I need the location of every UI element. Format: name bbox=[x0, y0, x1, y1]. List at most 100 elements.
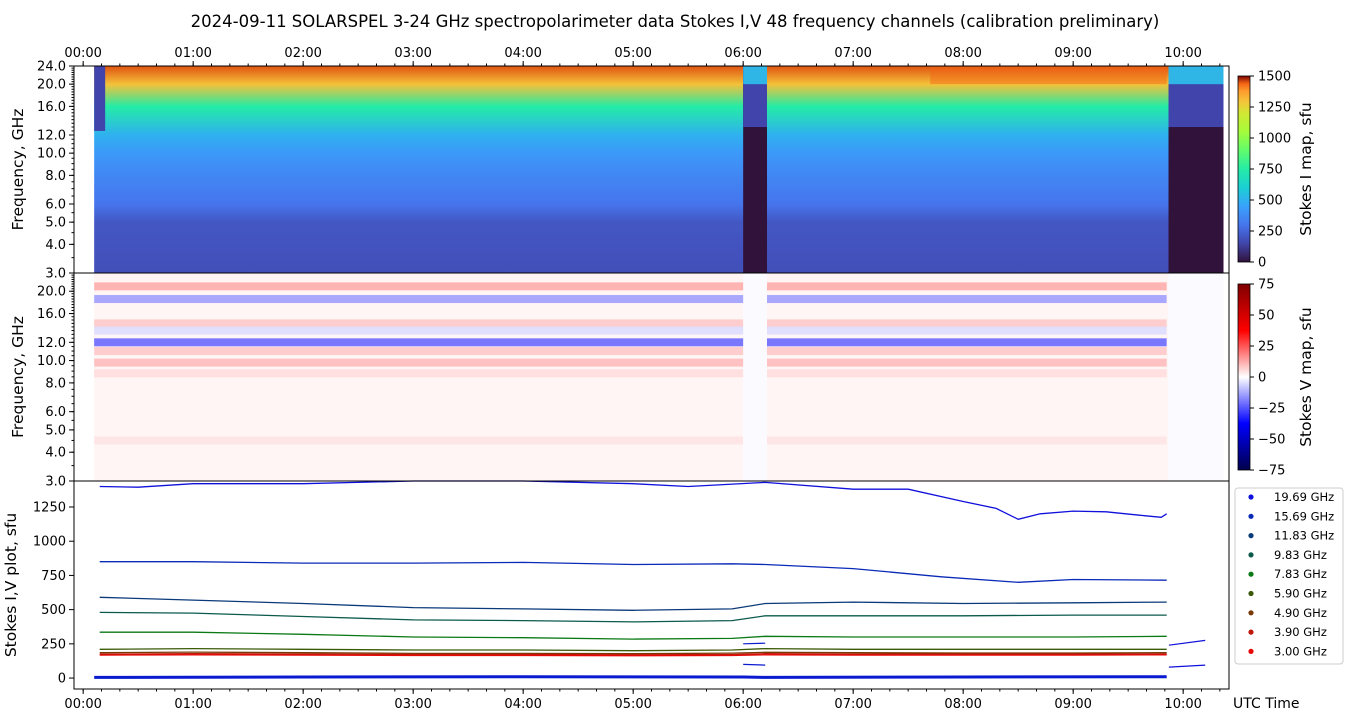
plot-ylabel: Stokes I,V plot, sfu bbox=[2, 513, 20, 657]
stokes-v-band-8 bbox=[94, 436, 1167, 445]
bottom-xtick-label: 09:00 bbox=[1054, 697, 1091, 712]
stokes-v-cb-tick-label: 50 bbox=[1258, 309, 1275, 324]
stokes-i-ytick-label: 6.0 bbox=[45, 198, 66, 213]
series-line-4 bbox=[99, 631, 1167, 640]
top-xtick-label: 08:00 bbox=[944, 46, 981, 61]
stokes-v-cb-label: Stokes V map, sfu bbox=[1297, 307, 1315, 447]
legend-marker-6 bbox=[1248, 610, 1254, 616]
legend-marker-5 bbox=[1248, 590, 1254, 597]
segment-low-1 bbox=[1168, 664, 1206, 668]
stokes-i-ytick-label: 20.0 bbox=[37, 78, 66, 93]
legend-marker-7 bbox=[1248, 629, 1254, 635]
stokes-v-band-0 bbox=[94, 282, 1167, 291]
stokes-v-ytick-label: 4.0 bbox=[45, 446, 66, 461]
stokes-i-cb-tick-label: 750 bbox=[1258, 163, 1283, 178]
stokes-i-ytick-label: 4.0 bbox=[45, 238, 66, 253]
legend-marker-1 bbox=[1248, 513, 1254, 519]
legend-marker-4 bbox=[1248, 571, 1254, 577]
stokes-v-band-5 bbox=[94, 347, 1167, 356]
stokes-v-ytick-label: 16.0 bbox=[37, 307, 66, 322]
series-line-0 bbox=[99, 480, 1168, 520]
top-xtick-label: 02:00 bbox=[284, 46, 321, 61]
stokes-i-cb-tick-label: 1000 bbox=[1258, 132, 1291, 147]
stokes-i-cb-tick-label: 250 bbox=[1258, 225, 1283, 240]
stokes-v-band-1 bbox=[94, 295, 1167, 304]
stokes-i-ytick-label: 16.0 bbox=[37, 100, 66, 115]
bottom-xtick-label: 01:00 bbox=[174, 697, 211, 712]
stokes-v-colorbar bbox=[1237, 283, 1251, 471]
bottom-xtick-label: 08:00 bbox=[944, 697, 981, 712]
stokes-v-gap-0 bbox=[743, 273, 767, 481]
stokes-i-ytick-label: 5.0 bbox=[45, 216, 66, 231]
stokes-i-cb-tick-label: 1250 bbox=[1258, 101, 1291, 116]
legend-label-1: 15.69 GHz bbox=[1274, 509, 1334, 523]
stokes-v-cb-tick-label: −50 bbox=[1258, 433, 1285, 448]
legend-label-7: 3.90 GHz bbox=[1274, 625, 1327, 639]
stokes-v-cb-tick-label: 75 bbox=[1258, 278, 1275, 293]
stokes-v-cb-tick-label: 0 bbox=[1258, 371, 1266, 386]
legend-marker-3 bbox=[1248, 552, 1254, 558]
stokes-v-ylabel: Frequency, GHz bbox=[9, 316, 27, 438]
series-line-3 bbox=[99, 611, 1167, 623]
stokes-i-cb-label: Stokes I map, sfu bbox=[1297, 102, 1315, 236]
stokes-v-band-2 bbox=[94, 319, 1167, 328]
stokes-v-cb-tick-label: −25 bbox=[1258, 402, 1285, 417]
legend-label-8: 3.00 GHz bbox=[1274, 644, 1327, 658]
stokes-v-trace bbox=[94, 675, 1167, 679]
stokes-v-band-4 bbox=[94, 338, 1167, 347]
legend-marker-8 bbox=[1248, 648, 1254, 655]
series-line-8 bbox=[99, 654, 1167, 657]
legend: 19.69 GHz 15.69 GHz 11.83 GHz 9.83 GHz 7.83 … bbox=[1234, 487, 1344, 665]
stokes-v-ytick-label: 10.0 bbox=[37, 354, 66, 369]
top-xtick-label: 06:00 bbox=[724, 46, 761, 61]
stokes-i-heatmap bbox=[94, 66, 1224, 273]
stokes-i-ylabel: Frequency, GHz bbox=[9, 109, 27, 231]
stokes-v-ytick-label: 5.0 bbox=[45, 423, 66, 438]
segment-high-0 bbox=[743, 642, 766, 645]
plot-ytick-label: 750 bbox=[41, 569, 66, 584]
series-line-7 bbox=[99, 653, 1167, 656]
legend-label-6: 4.90 GHz bbox=[1274, 606, 1327, 620]
series-line-1 bbox=[99, 561, 1167, 583]
top-xtick-label: 00:00 bbox=[64, 46, 101, 61]
legend-marker-2 bbox=[1248, 533, 1254, 539]
stokes-v-ytick-label: 6.0 bbox=[45, 405, 66, 420]
top-xtick-label: 01:00 bbox=[174, 46, 211, 61]
legend-label-2: 11.83 GHz bbox=[1274, 529, 1334, 543]
bottom-xtick-label: 06:00 bbox=[724, 697, 761, 712]
top-xtick-label: 09:00 bbox=[1054, 46, 1091, 61]
stokes-v-cb-tick-label: −75 bbox=[1258, 464, 1285, 479]
figure-title: 2024-09-11 SOLARSPEL 3-24 GHz spectropol… bbox=[191, 12, 1160, 31]
stokes-i-cb-tick-label: 1500 bbox=[1258, 70, 1291, 85]
legend-label-5: 5.90 GHz bbox=[1274, 587, 1327, 601]
stokes-v-band-6 bbox=[94, 358, 1167, 367]
plot-ytick-label: 1250 bbox=[33, 501, 66, 516]
stokes-i-bright-region bbox=[930, 66, 1167, 85]
bottom-xtick-label: 00:00 bbox=[64, 697, 101, 712]
stokes-v-band-3 bbox=[94, 326, 1167, 335]
legend-label-3: 9.83 GHz bbox=[1274, 548, 1327, 562]
top-xtick-label: 10:00 bbox=[1164, 46, 1201, 61]
stokes-i-ytick-label: 24.0 bbox=[37, 60, 66, 75]
legend-label-0: 19.69 GHz bbox=[1274, 490, 1334, 504]
top-xtick-label: 07:00 bbox=[834, 46, 871, 61]
segment-high-1 bbox=[1168, 639, 1206, 646]
stokes-i-ytick-label: 3.0 bbox=[45, 267, 66, 282]
stokes-v-ytick-label: 12.0 bbox=[37, 336, 66, 351]
top-xtick-label: 05:00 bbox=[614, 46, 651, 61]
bottom-xtick-label: 10:00 bbox=[1164, 697, 1201, 712]
bottom-xtick-label: 03:00 bbox=[394, 697, 431, 712]
series-line-5 bbox=[99, 647, 1167, 652]
stokes-i-cb-tick-label: 0 bbox=[1258, 256, 1266, 271]
legend-marker-0 bbox=[1248, 494, 1254, 500]
bottom-xtick-label: 07:00 bbox=[834, 697, 871, 712]
plot-ytick-label: 0 bbox=[58, 672, 66, 687]
stokes-v-ytick-label: 8.0 bbox=[45, 376, 66, 391]
stokes-i-colorbar bbox=[1237, 75, 1251, 263]
legend-label-4: 7.83 GHz bbox=[1274, 567, 1327, 581]
top-xtick-label: 03:00 bbox=[394, 46, 431, 61]
stokes-i-ytick-label: 8.0 bbox=[45, 169, 66, 184]
plot-ytick-label: 500 bbox=[41, 603, 66, 618]
stokes-v-gap-1 bbox=[1168, 273, 1224, 481]
